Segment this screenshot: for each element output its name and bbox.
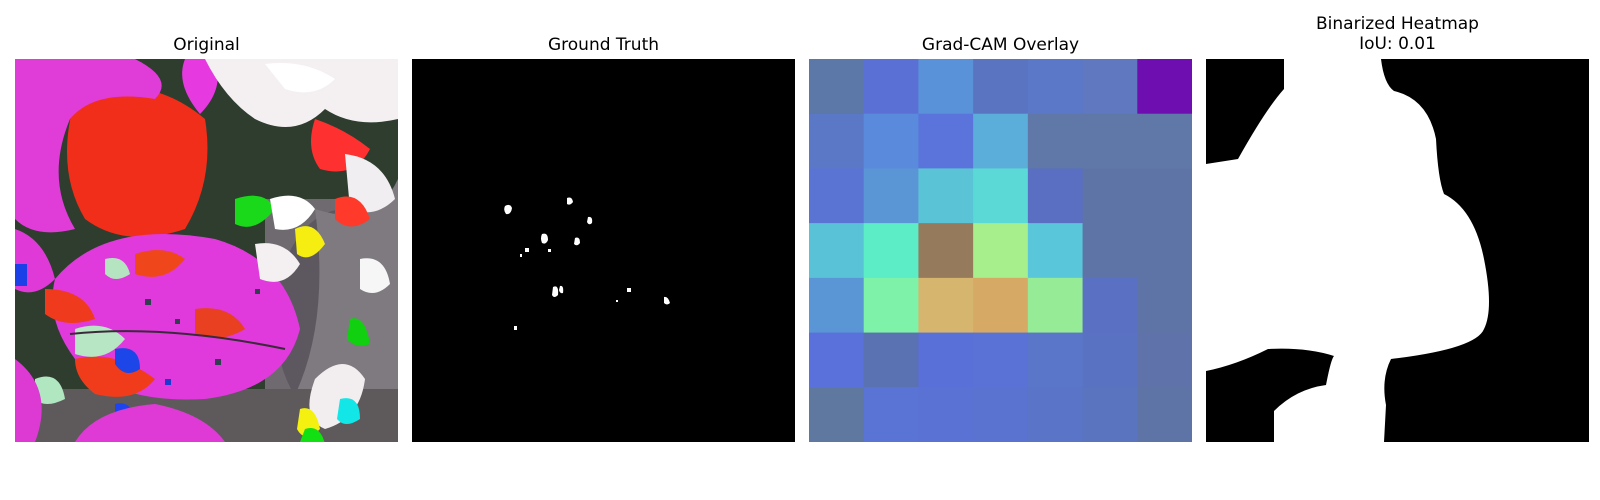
gradcam-cell xyxy=(918,168,974,224)
gradcam-cell xyxy=(1137,168,1192,224)
gradcam-cell xyxy=(1082,223,1138,279)
binarized-title-line1: Binarized Heatmap xyxy=(1316,14,1479,34)
gradcam-cell xyxy=(1027,387,1084,442)
gradcam-cell xyxy=(1027,223,1084,279)
gradcam-cell xyxy=(973,223,1029,279)
gradcam-cell xyxy=(1082,113,1138,169)
gradcam-cell xyxy=(863,59,919,115)
gradcam-cell xyxy=(1082,387,1138,442)
gradcam-cell xyxy=(809,168,865,224)
gradcam-cell xyxy=(809,113,865,169)
ground-truth-title: Ground Truth xyxy=(547,35,660,55)
gradcam-cell xyxy=(863,387,919,442)
gradcam-cell xyxy=(1137,277,1192,334)
gradcam-cell xyxy=(1082,168,1138,224)
gradcam-cell xyxy=(809,332,865,388)
gradcam-overlay xyxy=(809,59,1192,442)
gradcam-cell xyxy=(863,168,919,224)
gradcam-cell xyxy=(863,113,919,169)
gradcam-cell xyxy=(863,277,919,334)
gradcam-cell xyxy=(918,332,974,388)
gradcam-cell xyxy=(809,59,865,115)
gradcam-cell xyxy=(809,277,865,334)
gradcam-cell xyxy=(1137,59,1192,115)
gradcam-cell xyxy=(1082,332,1138,388)
gradcam-cell xyxy=(1082,277,1138,334)
gradcam-cell xyxy=(1137,223,1192,279)
gradcam-cell xyxy=(863,332,919,388)
gradcam-cell xyxy=(1137,113,1192,169)
gradcam-cell xyxy=(1082,59,1138,115)
gradcam-cell xyxy=(809,223,865,279)
gradcam-cell xyxy=(1137,387,1192,442)
original-title: Original xyxy=(173,35,240,55)
gradcam-cell xyxy=(918,277,974,334)
gradcam-cell xyxy=(863,223,919,279)
binarized-heatmap xyxy=(1206,59,1589,442)
gradcam-cell xyxy=(973,332,1029,388)
gradcam-cell xyxy=(918,59,974,115)
gradcam-cell xyxy=(1137,332,1192,388)
gradcam-cell xyxy=(1027,59,1084,115)
gradcam-cell xyxy=(973,277,1029,334)
gradcam-cell xyxy=(1027,277,1084,334)
gradcam-title: Grad-CAM Overlay xyxy=(921,35,1080,55)
gradcam-cell xyxy=(918,113,974,169)
gradcam-cell xyxy=(973,387,1029,442)
gradcam-cell xyxy=(1027,332,1084,388)
gradcam-cell xyxy=(1027,168,1084,224)
gradcam-cell xyxy=(973,168,1029,224)
ground-truth-mask xyxy=(412,59,795,442)
gradcam-cell xyxy=(973,113,1029,169)
gradcam-cell xyxy=(973,59,1029,115)
iou-score: IoU: 0.01 xyxy=(1359,34,1436,54)
gradcam-cell xyxy=(809,387,865,442)
gradcam-cell xyxy=(918,223,974,279)
gradcam-cell xyxy=(1027,113,1084,169)
binarized-title: Binarized Heatmap IoU: 0.01 xyxy=(1206,14,1589,54)
original-image xyxy=(15,59,398,442)
gradcam-cell xyxy=(918,387,974,442)
